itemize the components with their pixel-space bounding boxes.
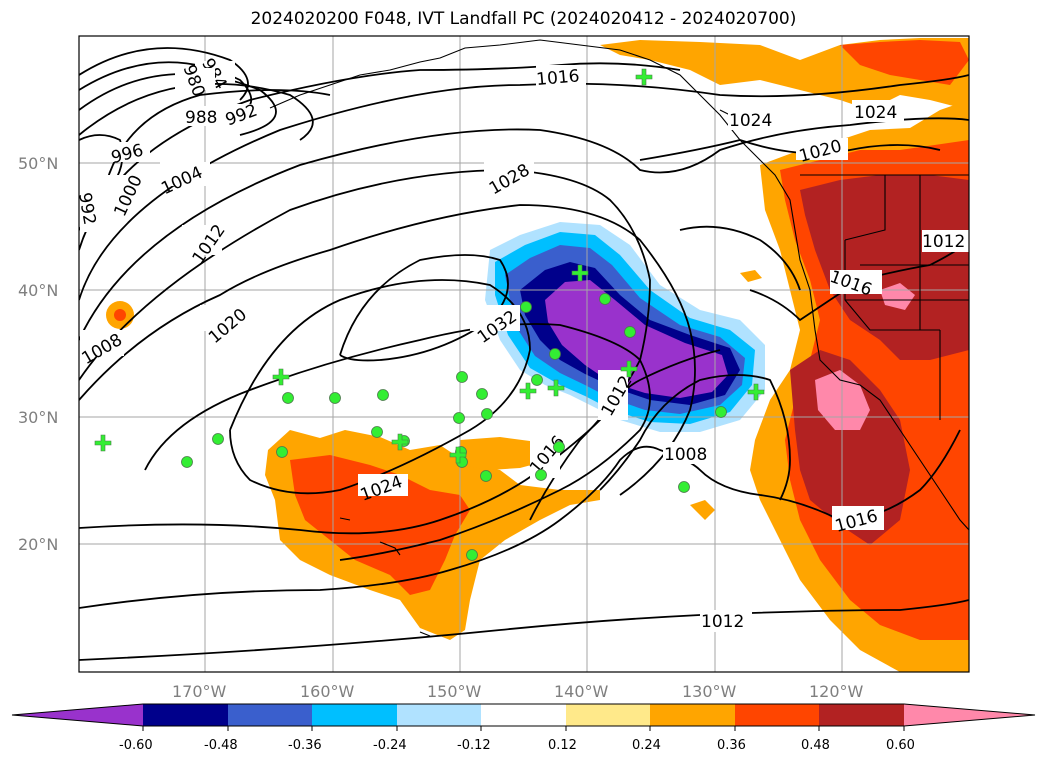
colorbar-segment	[481, 704, 566, 726]
longitude-labels: 170°W 160°W 150°W 140°W 130°W 120°W	[172, 682, 864, 701]
ivt-positive-coast	[600, 38, 969, 672]
lon-label: 120°W	[809, 682, 864, 701]
lon-label: 140°W	[554, 682, 609, 701]
landfall-cross-marker	[620, 360, 638, 378]
landfall-cross-marker	[519, 382, 537, 400]
lat-label: 50°N	[18, 154, 58, 173]
colorbar-tick: -0.24	[373, 738, 407, 753]
colorbar-segment	[904, 704, 1035, 726]
landfall-circle-marker	[212, 433, 224, 445]
landfall-circle-marker	[535, 469, 547, 481]
landfall-circle-marker	[276, 446, 288, 458]
latitude-labels: 50°N 40°N 30°N 20°N	[18, 154, 58, 554]
colorbar: -0.60 -0.48 -0.36 -0.24 -0.12 0.12 0.24 …	[11, 703, 1036, 753]
landfall-circle-marker	[481, 408, 493, 420]
colorbar-tick: -0.48	[204, 738, 238, 753]
map-title: 2024020200 F048, IVT Landfall PC (202402…	[250, 9, 797, 29]
colorbar-segment	[566, 704, 650, 726]
landfall-circle-marker	[678, 481, 690, 493]
colorbar-tick: -0.12	[457, 738, 491, 753]
lon-label: 130°W	[682, 682, 737, 701]
colorbar-segment	[397, 704, 481, 726]
colorbar-tick: 0.60	[886, 738, 915, 753]
isobars	[79, 47, 969, 661]
landfall-cross-markers	[94, 68, 765, 464]
landfall-circle-marker	[715, 406, 727, 418]
contour-label: 1024	[729, 111, 772, 131]
contour-label: 992	[74, 191, 99, 226]
landfall-cross-marker	[391, 433, 409, 451]
colorbar-segment	[312, 704, 397, 726]
landfall-circle-marker	[553, 441, 565, 453]
contour-label: 988	[185, 108, 217, 128]
lat-label: 20°N	[18, 535, 58, 554]
landfall-circle-marker	[456, 371, 468, 383]
colorbar-tick: 0.48	[801, 738, 830, 753]
landfall-circle-marker	[371, 426, 383, 438]
contour-label: 1012	[701, 612, 744, 632]
landfall-cross-marker	[94, 434, 112, 452]
colorbar-segment	[819, 704, 904, 726]
ivt-positive-central	[106, 301, 600, 640]
landfall-cross-marker	[449, 446, 467, 464]
landfall-circle-marker	[624, 326, 636, 338]
colorbar-tick: -0.36	[288, 738, 322, 753]
colorbar-tick: 0.12	[548, 738, 577, 753]
landfall-cross-marker	[571, 264, 589, 282]
lat-label: 30°N	[18, 408, 58, 427]
map-frame	[78, 35, 970, 673]
contour-label: 1024	[854, 103, 897, 123]
colorbar-tick: 0.36	[717, 738, 746, 753]
lon-label: 150°W	[427, 682, 482, 701]
landfall-cross-marker	[272, 368, 290, 386]
colorbar-segment	[12, 704, 143, 726]
landfall-cross-marker	[635, 68, 653, 86]
landfall-circle-marker	[549, 348, 561, 360]
landfall-circle-marker	[377, 389, 389, 401]
landfall-circle-marker	[480, 470, 492, 482]
landfall-circle-marker	[466, 549, 478, 561]
landfall-circle-marker	[476, 388, 488, 400]
landfall-circle-marker	[531, 374, 543, 386]
lat-label: 40°N	[18, 281, 58, 300]
landfall-circle-marker	[599, 293, 611, 305]
contour-label: 1012	[922, 232, 965, 252]
landfall-markers	[181, 293, 727, 561]
landfall-circle-marker	[329, 392, 341, 404]
landfall-circle-marker	[453, 412, 465, 424]
colorbar-segment	[650, 704, 735, 726]
contour-label: 1016	[535, 66, 580, 90]
lon-label: 160°W	[300, 682, 355, 701]
colorbar-segment	[735, 704, 819, 726]
landfall-cross-marker	[547, 379, 565, 397]
colorbar-segment	[228, 704, 312, 726]
landfall-cross-marker	[747, 383, 765, 401]
colorbar-tick: -0.60	[119, 738, 153, 753]
landfall-circle-marker	[282, 392, 294, 404]
landfall-circle-marker	[181, 456, 193, 468]
lon-label: 170°W	[172, 682, 227, 701]
contour-label: 1008	[664, 445, 707, 465]
colorbar-tick: 0.24	[632, 738, 661, 753]
colorbar-segment	[143, 704, 228, 726]
landfall-circle-marker	[520, 301, 532, 313]
